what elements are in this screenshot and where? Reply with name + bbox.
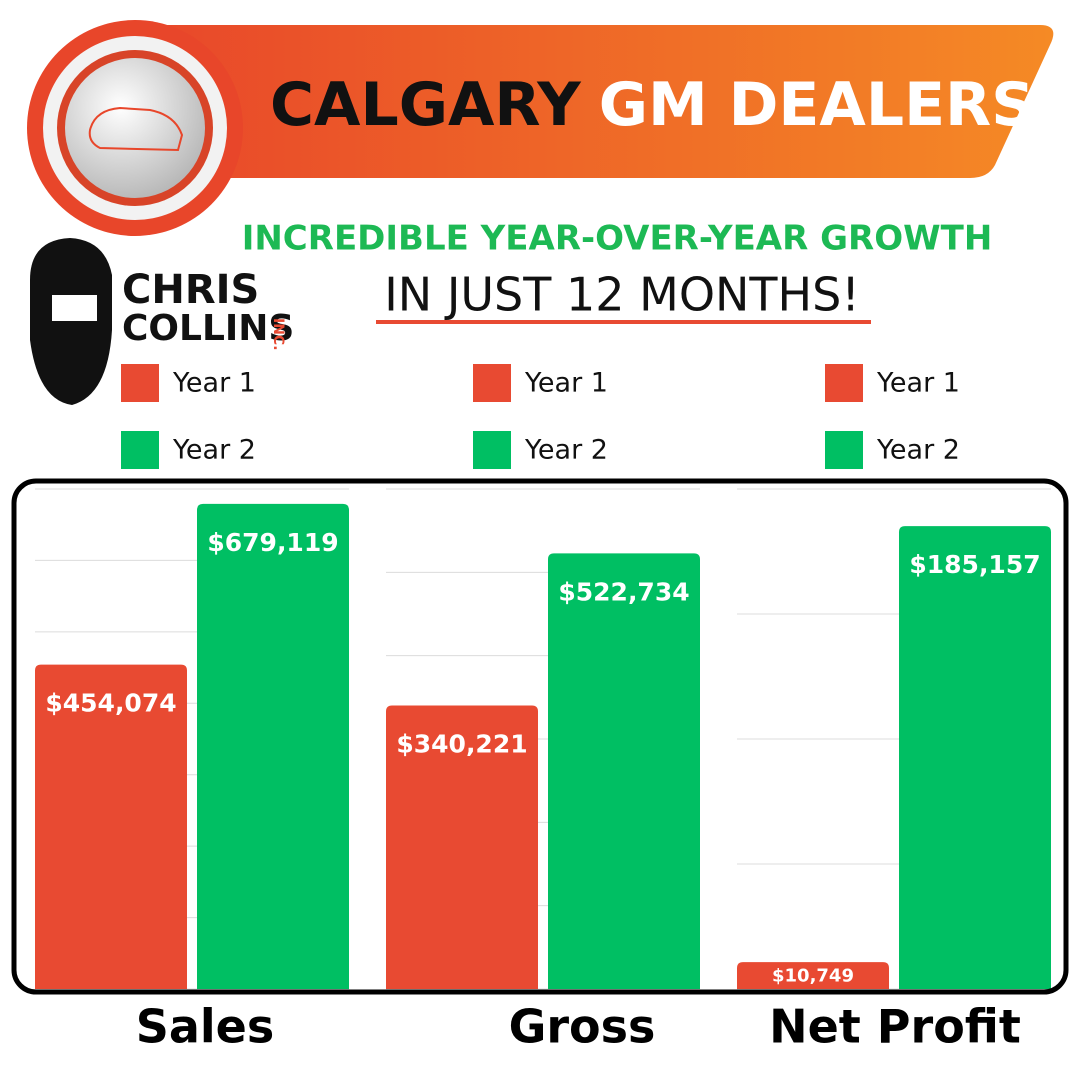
title-part: CALGARY	[270, 70, 582, 140]
legend-label: Year 2	[172, 435, 256, 466]
logo-suffix: INC.	[270, 318, 286, 351]
legend-swatch	[121, 364, 159, 402]
legend-label: Year 1	[524, 368, 608, 399]
category-label: Net Profit	[769, 1000, 1021, 1054]
legend-swatch	[473, 431, 511, 469]
chart-frame	[11, 478, 1069, 995]
legend-label: Year 2	[524, 435, 608, 466]
subtitle: INCREDIBLE YEAR-OVER-YEAR GROWTH	[242, 219, 993, 259]
bar	[35, 664, 187, 989]
value-label: $185,157	[909, 550, 1040, 579]
banner	[130, 25, 1054, 178]
logo-text: CHRIS	[122, 267, 259, 313]
category-label: Sales	[136, 1000, 275, 1054]
tagline: IN JUST 12 MONTHS!	[384, 268, 860, 322]
legend-swatch	[121, 431, 159, 469]
value-label: $522,734	[558, 577, 689, 606]
value-label: $454,074	[45, 689, 176, 718]
charts: $454,074 $679,119 $340,221 $522,734 $10,749 $…	[35, 488, 1051, 990]
tagline-underline	[376, 320, 871, 324]
legend-label: Year 2	[876, 435, 960, 466]
legend-label: Year 1	[876, 368, 960, 399]
logo-text: COLLINS	[122, 308, 294, 349]
bar	[197, 503, 349, 989]
legend-swatch	[825, 431, 863, 469]
badge-disc	[65, 58, 205, 198]
logo-face	[30, 238, 112, 405]
logo-eyes	[52, 295, 97, 321]
bar	[899, 526, 1051, 989]
value-label: $340,221	[396, 729, 527, 758]
bar	[548, 553, 700, 989]
value-label: $679,119	[207, 528, 338, 557]
legend-label: Year 1	[172, 368, 256, 399]
value-label: $10,749	[772, 966, 854, 987]
title-part: GM DEALERSHIP	[599, 70, 1080, 140]
bar	[386, 705, 538, 989]
legend-swatch	[825, 364, 863, 402]
car-icon	[88, 106, 184, 152]
bar	[737, 962, 889, 989]
legend-swatch	[473, 364, 511, 402]
category-label: Gross	[509, 1000, 656, 1054]
